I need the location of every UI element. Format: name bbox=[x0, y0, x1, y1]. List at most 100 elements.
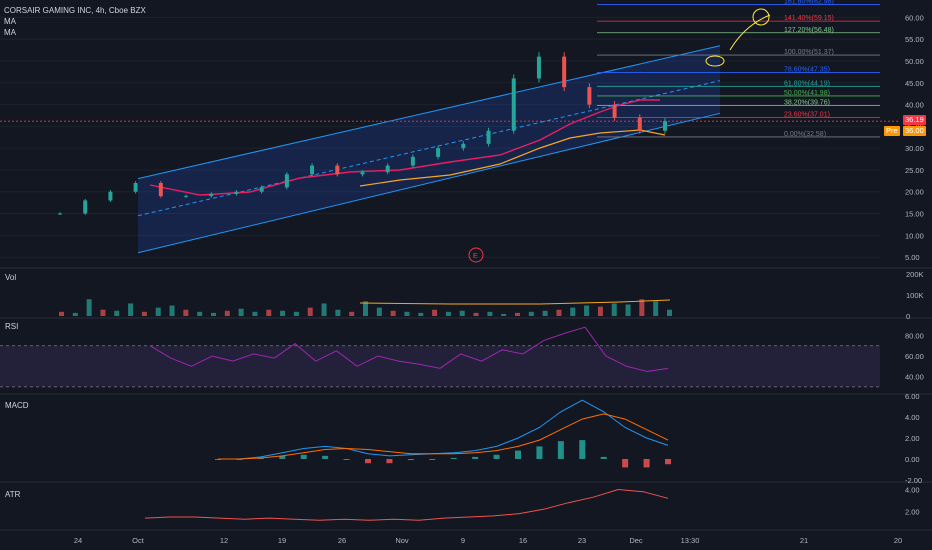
macd-y-tick: -2.00 bbox=[905, 476, 922, 485]
price-y-tick: 15.00 bbox=[905, 210, 924, 219]
rsi-y-tick: 60.00 bbox=[905, 352, 924, 361]
price-candle bbox=[385, 165, 390, 173]
x-axis-tick: Dec bbox=[629, 536, 643, 545]
macd-panel-label[interactable]: MACD bbox=[5, 401, 29, 410]
volume-panel-label[interactable]: Vol bbox=[5, 273, 17, 282]
volume-bar bbox=[639, 299, 645, 316]
volume-bar bbox=[667, 309, 672, 316]
volume-bar bbox=[418, 312, 424, 316]
volume-bar bbox=[128, 303, 134, 316]
volume-bar bbox=[321, 303, 327, 316]
macd-signal-line bbox=[218, 413, 669, 460]
macd-histogram-bar bbox=[429, 459, 436, 460]
price-y-tick: 45.00 bbox=[905, 79, 924, 88]
x-axis-tick: Nov bbox=[395, 536, 409, 545]
atr-y-tick: 4.00 bbox=[905, 486, 920, 495]
macd-histogram-bar bbox=[536, 446, 543, 459]
macd-histogram-bar bbox=[343, 459, 350, 460]
macd-histogram-bar bbox=[257, 457, 264, 459]
x-axis-tick: 16 bbox=[519, 536, 527, 545]
rsi-panel-label[interactable]: RSI bbox=[5, 322, 19, 331]
price-candle bbox=[587, 87, 592, 105]
macd-histogram-bar bbox=[515, 450, 521, 459]
x-axis-tick: Oct bbox=[132, 536, 145, 545]
volume-y-tick: 200K bbox=[906, 270, 924, 279]
price-candle bbox=[310, 165, 315, 175]
price-candle bbox=[410, 156, 415, 166]
atr-line bbox=[144, 488, 669, 521]
volume-y-tick: 0 bbox=[906, 312, 910, 321]
volume-bar bbox=[653, 301, 659, 316]
volume-bar bbox=[556, 309, 562, 316]
volume-y-tick: 100K bbox=[906, 291, 924, 300]
volume-bar bbox=[72, 312, 78, 316]
price-y-tick: 5.00 bbox=[905, 253, 920, 262]
atr-panel-label[interactable]: ATR bbox=[5, 490, 21, 499]
volume-bar bbox=[114, 310, 120, 316]
volume-bar bbox=[169, 305, 175, 316]
rsi-band-fill bbox=[0, 345, 880, 387]
price-y-tick: 30.00 bbox=[905, 144, 924, 153]
volume-bar bbox=[625, 304, 631, 316]
volume-bar bbox=[335, 309, 341, 316]
ma-indicator-label-1[interactable]: MA bbox=[4, 17, 16, 26]
macd-histogram-bar bbox=[579, 440, 586, 459]
volume-bar bbox=[141, 311, 147, 316]
annotation-circle bbox=[705, 55, 725, 67]
volume-bar bbox=[584, 305, 590, 316]
price-candle bbox=[108, 191, 113, 201]
x-axis-tick: 12 bbox=[220, 536, 228, 545]
volume-bar bbox=[570, 307, 576, 316]
x-axis-tick: 23 bbox=[578, 536, 586, 545]
volume-bar bbox=[252, 311, 258, 316]
price-candle bbox=[562, 56, 567, 88]
ma-indicator-label-2[interactable]: MA bbox=[4, 28, 16, 37]
volume-bar bbox=[307, 307, 313, 316]
pre-market-price-badge: 36.00 bbox=[903, 126, 926, 136]
x-axis-tick: 19 bbox=[278, 536, 286, 545]
price-y-tick: 25.00 bbox=[905, 166, 924, 175]
volume-bar bbox=[363, 301, 368, 316]
price-y-tick: 60.00 bbox=[905, 13, 924, 22]
x-axis-tick: 9 bbox=[461, 536, 465, 545]
macd-histogram-bar bbox=[600, 456, 607, 459]
ma-slow-line bbox=[359, 129, 666, 187]
rsi-y-tick: 80.00 bbox=[905, 331, 924, 340]
price-candle bbox=[461, 143, 466, 149]
price-candle bbox=[335, 165, 340, 175]
macd-histogram-bar bbox=[557, 441, 564, 459]
price-y-tick: 40.00 bbox=[905, 101, 924, 110]
x-axis-tick: 20 bbox=[894, 536, 902, 545]
price-candle bbox=[511, 78, 516, 131]
volume-bar bbox=[349, 311, 355, 316]
price-candle bbox=[184, 196, 189, 198]
x-axis-tick: 26 bbox=[338, 536, 346, 545]
fib-level-label: 161.80%(62.98) bbox=[784, 0, 834, 5]
volume-bar bbox=[611, 303, 617, 316]
volume-bar bbox=[293, 311, 299, 316]
price-candle bbox=[234, 191, 239, 194]
annotation-arrow bbox=[729, 14, 771, 51]
volume-bar bbox=[100, 309, 106, 316]
rsi-y-tick: 40.00 bbox=[905, 373, 924, 382]
price-candle bbox=[58, 213, 62, 215]
volume-bar bbox=[183, 309, 189, 316]
volume-bar bbox=[59, 311, 64, 316]
price-candle bbox=[486, 130, 491, 144]
macd-histogram-bar bbox=[365, 459, 371, 464]
volume-bar bbox=[487, 311, 493, 316]
macd-line bbox=[218, 399, 669, 460]
volume-bar bbox=[445, 311, 451, 316]
fib-level-label: 61.80%(44.19) bbox=[784, 80, 830, 87]
volume-bar bbox=[376, 307, 382, 316]
price-candle bbox=[637, 117, 642, 131]
annotation-target bbox=[752, 8, 770, 26]
price-candle bbox=[133, 183, 138, 192]
price-candle bbox=[612, 104, 617, 118]
macd-histogram-bar bbox=[322, 455, 329, 459]
macd-y-tick: 2.00 bbox=[905, 434, 920, 443]
price-candle bbox=[663, 121, 667, 131]
volume-bar bbox=[86, 299, 92, 316]
price-candle bbox=[209, 193, 214, 197]
